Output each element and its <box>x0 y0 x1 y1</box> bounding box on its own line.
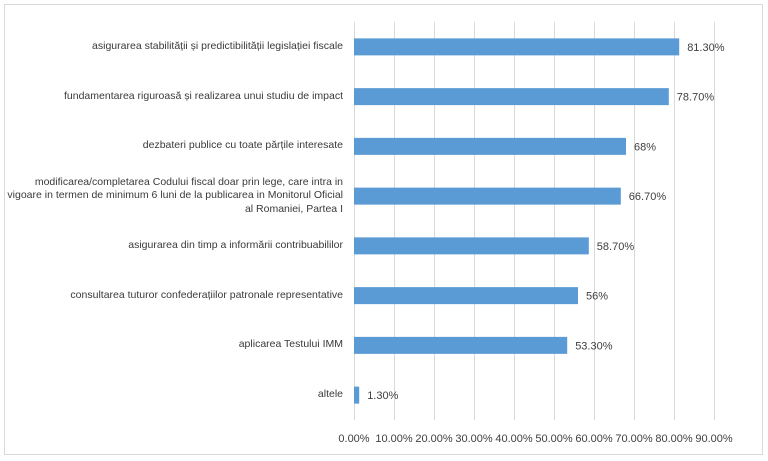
category-label: modificarea/completarea Codului fiscal d… <box>7 175 343 215</box>
category-label: aplicarea Testului IMM <box>238 338 343 351</box>
bar <box>354 287 578 305</box>
data-label: 58.70% <box>597 241 635 253</box>
data-label: 53.30% <box>575 340 613 352</box>
x-tick-label: 30.00% <box>455 433 493 445</box>
x-tick-label: 60.00% <box>575 433 613 445</box>
data-label: 56% <box>586 291 608 303</box>
category-label: asigurarea din timp a informării contrib… <box>128 238 343 251</box>
x-tick-label: 50.00% <box>535 433 573 445</box>
x-tick-label: 70.00% <box>615 433 653 445</box>
bar <box>354 38 680 56</box>
category-label: altele <box>317 388 343 401</box>
category-label: asigurarea stabilității și predictibilit… <box>92 39 343 52</box>
x-tick-label: 80.00% <box>655 433 693 445</box>
bar <box>354 88 669 106</box>
x-tick-label: 40.00% <box>495 433 533 445</box>
bar <box>354 237 589 255</box>
data-label: 81.30% <box>687 42 725 54</box>
bar <box>354 386 360 404</box>
category-label: consultarea tuturor confederațiilor patr… <box>70 288 343 301</box>
x-tick-label: 10.00% <box>375 433 413 445</box>
bar <box>354 336 568 354</box>
data-label: 78.70% <box>677 92 715 104</box>
bar <box>354 137 626 155</box>
category-label: dezbateri publice cu toate părțile inter… <box>142 139 343 152</box>
x-tick-label: 0.00% <box>338 433 369 445</box>
category-label: fundamentarea riguroasă și realizarea un… <box>64 89 343 102</box>
chart-frame <box>4 4 763 455</box>
bar <box>354 187 621 205</box>
data-label: 68% <box>634 141 656 153</box>
data-label: 66.70% <box>629 191 667 203</box>
x-tick-label: 20.00% <box>415 433 453 445</box>
data-label: 1.30% <box>367 390 398 402</box>
x-tick-label: 90.00% <box>695 433 733 445</box>
